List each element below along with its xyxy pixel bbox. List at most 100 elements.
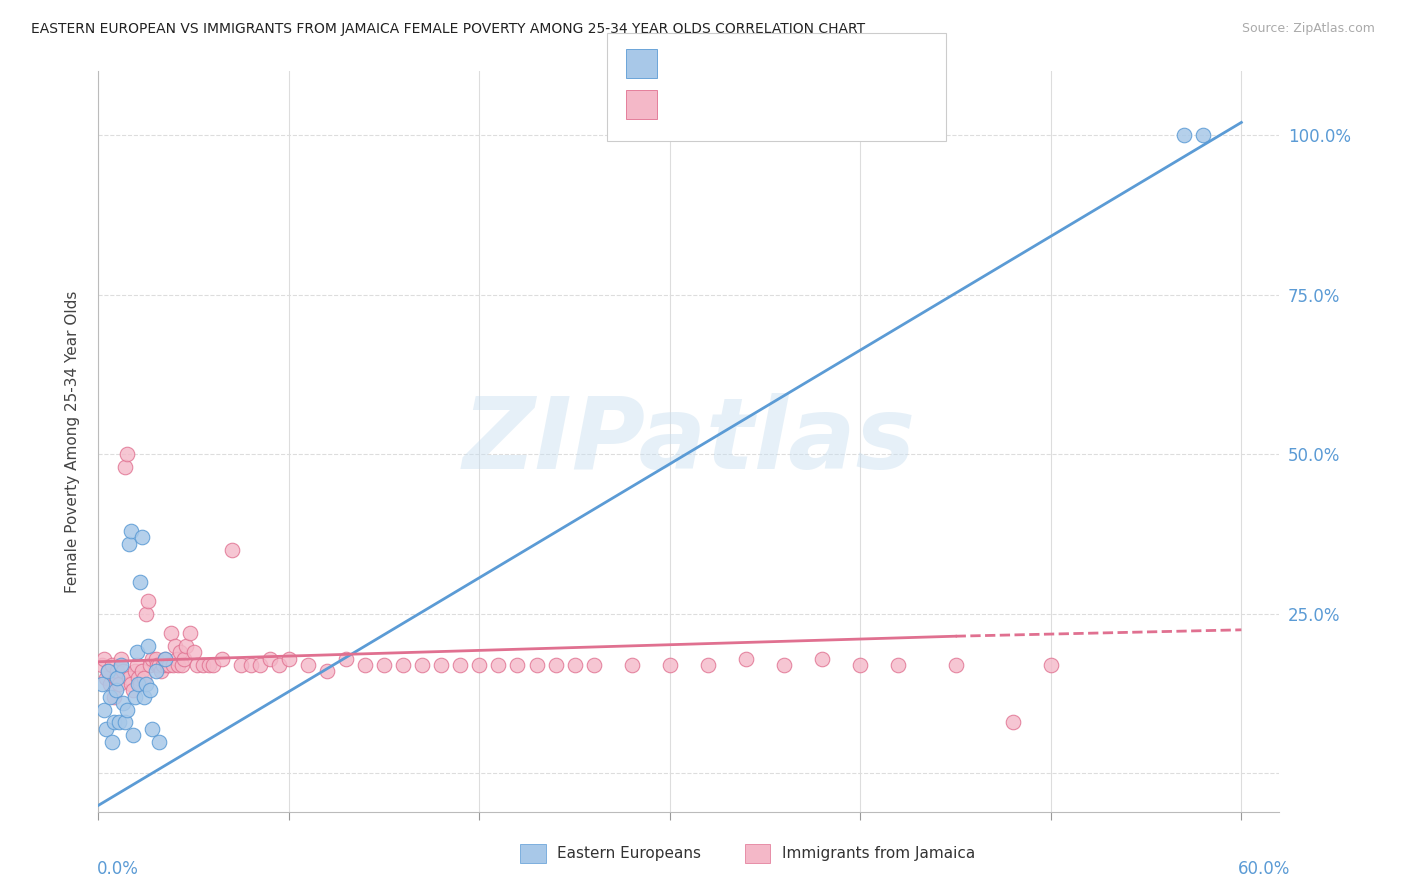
Point <box>104 671 127 685</box>
Point <box>100 657 122 672</box>
Point <box>174 639 197 653</box>
Point <box>773 657 796 672</box>
Point <box>526 657 548 672</box>
Point <box>125 657 148 672</box>
Point <box>697 657 720 672</box>
Point <box>121 683 143 698</box>
Point <box>110 657 132 672</box>
Point <box>114 460 136 475</box>
Point <box>139 683 162 698</box>
Point <box>277 651 299 665</box>
Point <box>97 665 120 679</box>
Point <box>93 651 115 665</box>
Point <box>488 657 510 672</box>
Point <box>148 734 170 748</box>
Point <box>118 671 141 685</box>
Text: R =: R = <box>668 95 699 113</box>
Point <box>201 657 224 672</box>
Text: N =: N = <box>808 54 839 72</box>
Point <box>1001 715 1024 730</box>
Point <box>108 677 131 691</box>
Point <box>159 626 181 640</box>
Point <box>735 651 758 665</box>
Point <box>198 657 221 672</box>
Point <box>183 645 205 659</box>
Point <box>373 657 395 672</box>
Point <box>316 665 339 679</box>
Point <box>148 657 170 672</box>
Text: 85: 85 <box>865 95 890 113</box>
Text: Immigrants from Jamaica: Immigrants from Jamaica <box>782 847 974 861</box>
Point <box>134 690 156 704</box>
Point <box>124 690 146 704</box>
Point <box>94 671 117 685</box>
Point <box>173 651 195 665</box>
Point <box>259 651 281 665</box>
Point <box>104 683 127 698</box>
Point <box>849 657 872 672</box>
Point <box>179 626 201 640</box>
Text: 0.0%: 0.0% <box>97 860 139 878</box>
Text: R =: R = <box>668 54 699 72</box>
Point <box>115 447 138 461</box>
Point <box>100 734 122 748</box>
Point <box>98 677 121 691</box>
Point <box>335 651 357 665</box>
Y-axis label: Female Poverty Among 25-34 Year Olds: Female Poverty Among 25-34 Year Olds <box>65 291 80 592</box>
Point <box>887 657 910 672</box>
Point <box>91 657 114 672</box>
Point <box>131 530 153 544</box>
Point <box>127 677 149 691</box>
Point <box>193 657 215 672</box>
Point <box>166 651 188 665</box>
Point <box>145 651 167 665</box>
Point <box>231 657 253 672</box>
Point <box>108 715 131 730</box>
Point <box>141 651 163 665</box>
Point <box>1192 128 1215 143</box>
Point <box>136 594 159 608</box>
Point <box>150 665 173 679</box>
Point <box>430 657 453 672</box>
Point <box>91 677 114 691</box>
Point <box>658 657 681 672</box>
Point <box>120 677 142 691</box>
Point <box>110 651 132 665</box>
Point <box>127 671 149 685</box>
Text: 60.0%: 60.0% <box>1239 860 1291 878</box>
Point <box>564 657 586 672</box>
Text: 0.779: 0.779 <box>727 54 783 72</box>
Point <box>582 657 605 672</box>
Point <box>620 657 643 672</box>
Point <box>249 657 271 672</box>
Point <box>152 657 174 672</box>
Point <box>411 657 433 672</box>
Point <box>114 715 136 730</box>
Point <box>239 657 262 672</box>
Point <box>112 696 135 710</box>
Point <box>136 639 159 653</box>
Point <box>124 665 146 679</box>
Point <box>98 690 121 704</box>
Point <box>141 722 163 736</box>
Point <box>269 657 291 672</box>
Point <box>121 728 143 742</box>
Point <box>811 651 834 665</box>
Point <box>125 645 148 659</box>
Point <box>115 703 138 717</box>
Point <box>97 665 120 679</box>
Point <box>156 657 179 672</box>
Point <box>297 657 319 672</box>
Point <box>120 524 142 538</box>
Point <box>1173 128 1195 143</box>
Text: EASTERN EUROPEAN VS IMMIGRANTS FROM JAMAICA FEMALE POVERTY AMONG 25-34 YEAR OLDS: EASTERN EUROPEAN VS IMMIGRANTS FROM JAMA… <box>31 22 865 37</box>
Point <box>392 657 415 672</box>
Point <box>103 715 125 730</box>
Point <box>186 657 208 672</box>
Point <box>134 671 156 685</box>
Point <box>163 639 186 653</box>
Point <box>153 651 176 665</box>
Point <box>945 657 967 672</box>
Text: 0.112: 0.112 <box>727 95 783 113</box>
Point <box>221 543 243 558</box>
